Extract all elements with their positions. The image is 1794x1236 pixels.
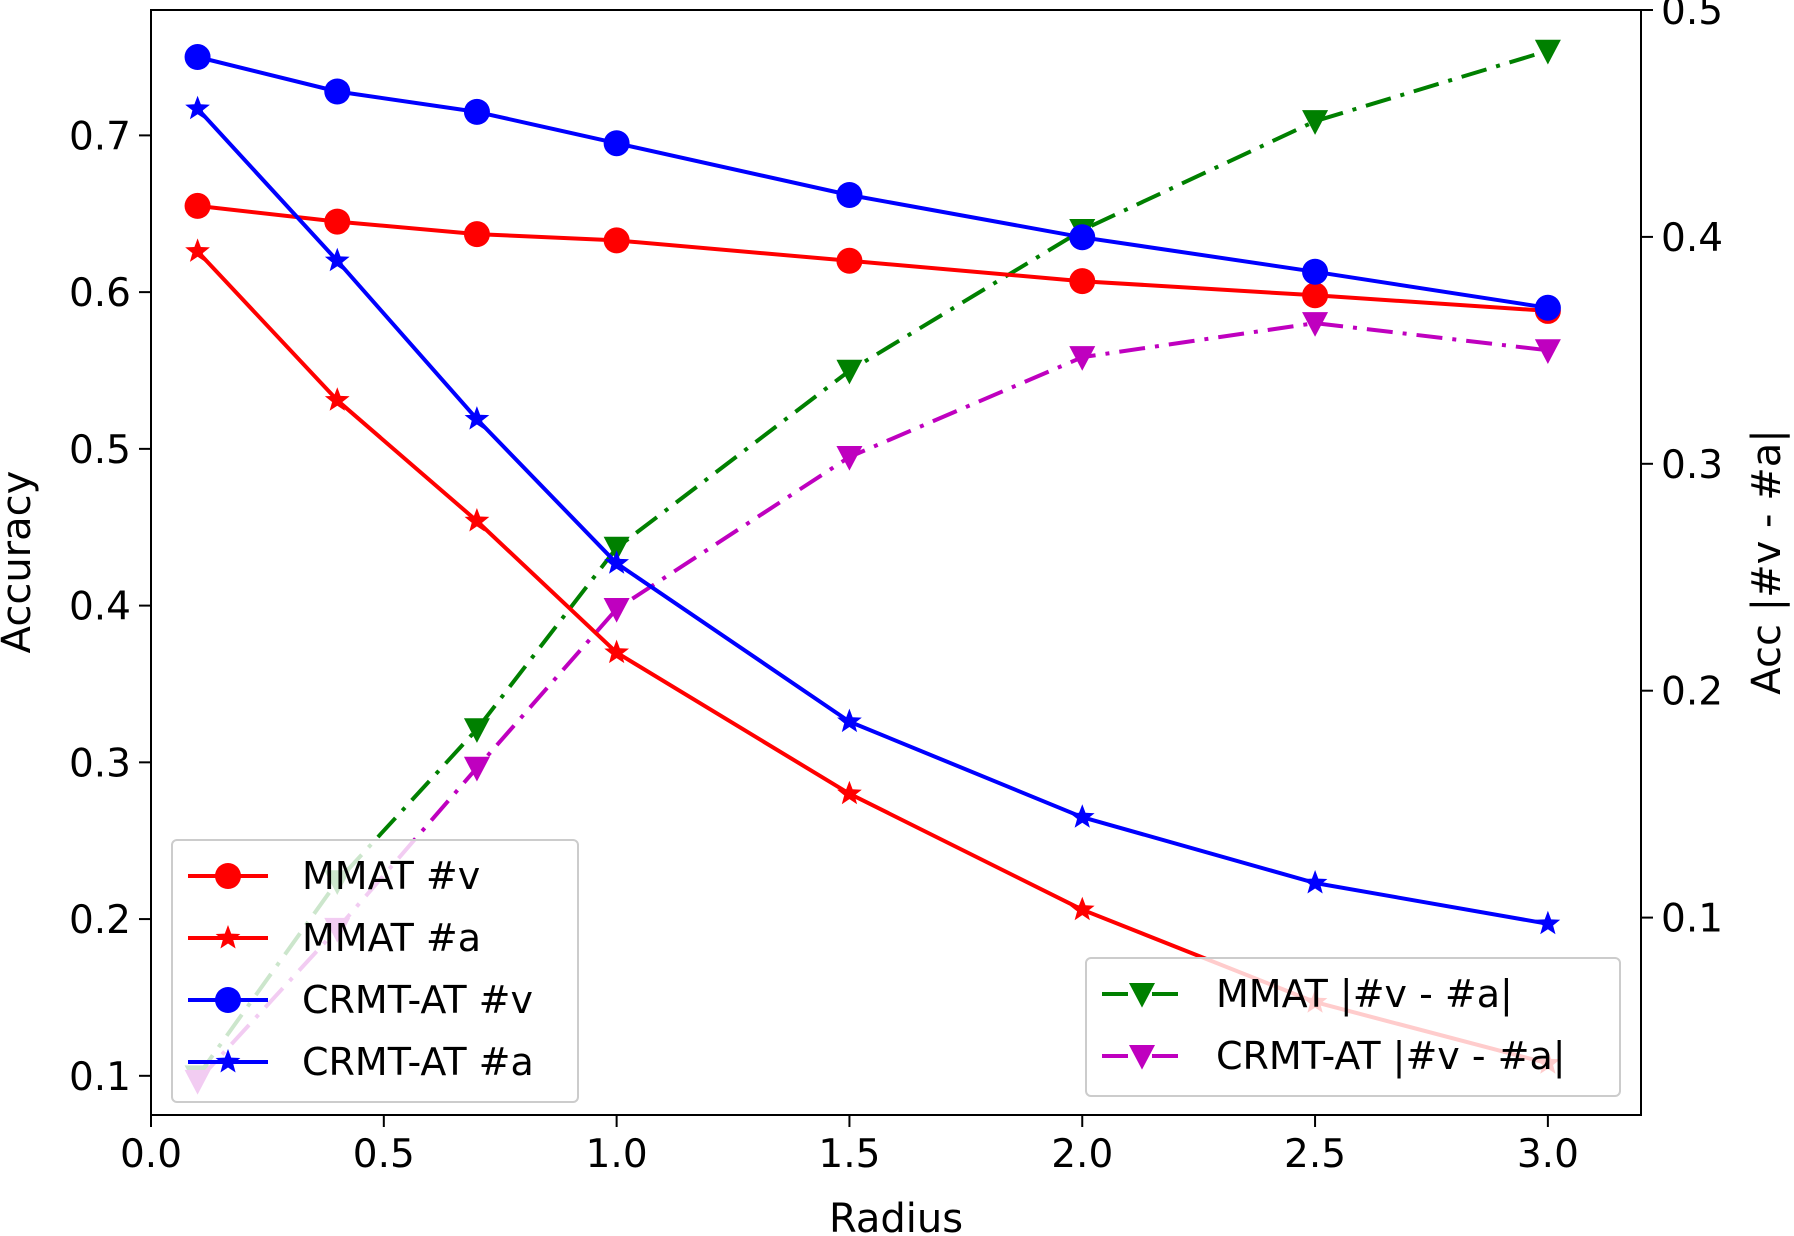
data-point: [1069, 346, 1096, 371]
data-point: [836, 359, 863, 385]
legend-swatch-marker: [1129, 982, 1155, 1008]
legend-label: CRMT-AT |#v - #a|: [1216, 1034, 1566, 1079]
series-line: [197, 55, 1549, 310]
data-point: [1302, 110, 1329, 135]
data-point: [604, 639, 629, 664]
data-point: [463, 221, 490, 248]
legend-left: MMAT #v MMAT #a CRMT-AT #v CRMT-AT #a: [171, 839, 579, 1103]
data-point: [1302, 312, 1329, 337]
x-tick-label: 2.5: [1284, 1132, 1346, 1177]
data-point: [185, 95, 210, 120]
y-right-tick-label: 0.1: [1661, 897, 1723, 942]
data-point: [324, 208, 351, 235]
data-point: [185, 238, 210, 262]
data-point: [1534, 39, 1561, 65]
data-point: [837, 708, 862, 733]
y-right-tick-label: 0.2: [1661, 670, 1723, 715]
x-tick-label: 1.0: [586, 1132, 648, 1177]
y-left-tick-label: 0.5: [69, 428, 131, 473]
y-left-tick-label: 0.1: [69, 1055, 131, 1100]
data-point: [1069, 804, 1095, 828]
y-right-tick-label: 0.5: [1661, 0, 1723, 34]
x-tick-label: 3.0: [1517, 1132, 1579, 1177]
data-point: [464, 406, 490, 430]
data-point: [837, 780, 862, 805]
y-right-tick-label: 0.3: [1661, 443, 1723, 488]
series-line: [196, 107, 1549, 926]
data-point: [1534, 294, 1561, 321]
data-point: [1069, 896, 1095, 921]
series-crmt-at-a: [185, 95, 1561, 935]
series-mmat-v: [184, 192, 1561, 324]
y-axis-left: 0.1 0.2 0.3 0.4 0.5 0.6 0.7: [69, 114, 151, 1100]
x-tick-label: 1.5: [818, 1132, 880, 1177]
data-point: [836, 247, 863, 274]
data-point: [1069, 224, 1096, 251]
data-point: [464, 508, 490, 532]
legend-entry-crmt-at-a: CRMT-AT #a: [188, 1040, 534, 1084]
data-point: [1535, 910, 1561, 935]
legend-swatch-marker: [215, 987, 241, 1013]
data-point: [324, 387, 350, 411]
data-point: [603, 130, 630, 157]
legend-label: CRMT-AT #v: [302, 978, 533, 1022]
legend-entry-mmat-a: MMAT #a: [188, 916, 481, 960]
legend-swatch-marker: [1129, 1044, 1155, 1070]
legend-label: MMAT #a: [302, 916, 481, 960]
legend-entry-mmat-v: MMAT #v: [188, 854, 480, 898]
y-axis-right: 0.1 0.2 0.3 0.4 0.5: [1641, 0, 1723, 942]
data-point: [463, 756, 490, 782]
legend-swatch-marker: [215, 925, 241, 949]
data-point: [324, 247, 350, 272]
series-crmt-at-v: [184, 44, 1561, 321]
data-point: [1302, 258, 1329, 285]
y-left-tick-label: 0.7: [69, 114, 131, 159]
data-point: [604, 550, 629, 574]
legend-label: CRMT-AT #a: [302, 1040, 534, 1084]
data-point: [184, 44, 211, 71]
legend-entry-mmat-v-a: MMAT |#v - #a|: [1102, 972, 1513, 1017]
data-point: [603, 597, 630, 623]
y-left-tick-label: 0.3: [69, 741, 131, 786]
data-point: [184, 192, 211, 219]
data-point: [603, 227, 630, 254]
data-point: [603, 536, 630, 562]
data-point: [836, 181, 863, 208]
data-point: [1534, 339, 1561, 364]
data-point: [1302, 870, 1328, 894]
y-axis-right-title: Acc |#v - #a|: [1744, 429, 1790, 694]
x-tick-label: 2.0: [1051, 1132, 1113, 1177]
legend-swatch-marker: [215, 863, 241, 889]
data-point: [463, 718, 490, 743]
x-axis-title: Radius: [829, 1196, 963, 1236]
y-left-tick-label: 0.4: [69, 585, 131, 630]
legend-label: MMAT |#v - #a|: [1216, 972, 1513, 1017]
x-tick-label: 0.0: [120, 1132, 182, 1177]
legend-box: [1085, 957, 1621, 1097]
data-point: [324, 78, 351, 105]
data-point: [836, 445, 863, 471]
y-left-tick-label: 0.2: [69, 898, 131, 943]
y-right-tick-label: 0.4: [1661, 216, 1723, 261]
series-line: [196, 321, 1549, 1083]
legend-right: MMAT |#v - #a| CRMT-AT |#v - #a|: [1085, 957, 1621, 1097]
x-tick-label: 0.5: [353, 1132, 415, 1177]
legend-label: MMAT #v: [302, 854, 480, 898]
x-axis: 0.0 0.5 1.0 1.5 2.0 2.5 3.0: [120, 1115, 1579, 1177]
legend-swatch-marker: [215, 1049, 241, 1073]
plot-frame: [150, 9, 1642, 1116]
data-point: [1069, 268, 1096, 295]
legend-entry-crmt-at-v-a: CRMT-AT |#v - #a|: [1102, 1034, 1566, 1079]
y-left-tick-label: 0.6: [69, 271, 131, 316]
legend-entry-crmt-at-v: CRMT-AT #v: [188, 978, 533, 1022]
data-point: [1302, 282, 1329, 309]
y-axis-left-title: Accuracy: [0, 471, 40, 654]
series-line: [197, 203, 1549, 313]
legend-box: [171, 839, 579, 1103]
data-point: [463, 98, 490, 125]
